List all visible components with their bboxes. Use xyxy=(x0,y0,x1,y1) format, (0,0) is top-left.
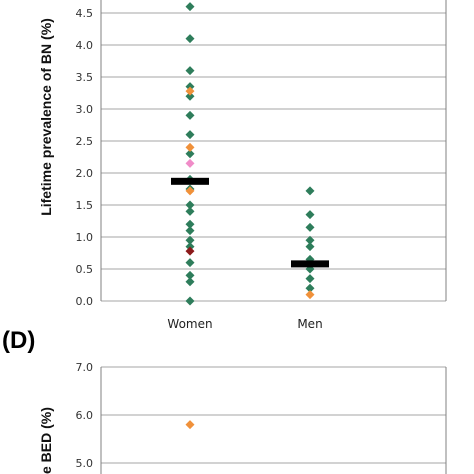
data-point xyxy=(185,34,195,44)
y-tick-label: 1.5 xyxy=(76,199,94,212)
data-point xyxy=(185,149,195,159)
y-tick-label: 4.0 xyxy=(76,39,94,52)
data-point xyxy=(185,158,195,168)
y-tick-labels-bed: 5.0 6.0 7.0 xyxy=(76,361,94,470)
panel-label-d: (D) xyxy=(2,327,35,354)
y-tick-label: 0.0 xyxy=(76,295,94,308)
y-axis-label-bed: e BED (%) xyxy=(38,407,54,474)
data-point xyxy=(305,242,315,252)
median-markers xyxy=(171,177,329,268)
y-tick-label: 4.5 xyxy=(76,7,94,20)
y-tick-labels-bn: 0.0 0.5 1.0 1.5 2.0 2.5 3.0 3.5 4.0 4.5 xyxy=(76,7,94,308)
data-point xyxy=(185,277,195,287)
data-point xyxy=(185,86,195,96)
data-point xyxy=(185,226,195,236)
data-point xyxy=(185,91,195,101)
data-point xyxy=(305,283,315,293)
data-point xyxy=(185,296,195,306)
data-point xyxy=(185,110,195,120)
data-point xyxy=(185,258,195,268)
data-point xyxy=(305,290,315,300)
data-point xyxy=(305,186,315,196)
y-tick-label: 3.0 xyxy=(76,103,94,116)
data-point xyxy=(305,235,315,245)
data-point xyxy=(185,200,195,210)
data-point xyxy=(185,206,195,216)
data-point xyxy=(185,219,195,229)
median-bar xyxy=(171,177,209,185)
y-tick-label: 5.0 xyxy=(76,457,94,470)
data-point xyxy=(305,274,315,284)
y-tick-label: 0.5 xyxy=(76,263,94,276)
data-point xyxy=(185,270,195,280)
median-bar xyxy=(291,260,329,268)
y-axis-label-bn: Lifetime prevalence of BN (%) xyxy=(38,18,54,216)
chart-bed-prevalence: e BED (%) 5.0 6.0 7.0 xyxy=(38,361,447,474)
data-point xyxy=(185,420,195,430)
data-point xyxy=(185,235,195,245)
y-tick-label: 1.0 xyxy=(76,231,94,244)
data-point xyxy=(185,2,195,12)
gridlines-bn xyxy=(100,0,447,302)
x-category-labels: Women Men xyxy=(167,317,322,331)
y-tick-label: 6.0 xyxy=(76,409,94,422)
data-point xyxy=(185,246,195,256)
gridlines-bed xyxy=(100,366,447,474)
data-point xyxy=(185,142,195,152)
x-category-label: Women xyxy=(167,317,212,331)
y-tick-label: 3.5 xyxy=(76,71,94,84)
chart-bn-prevalence: Lifetime prevalence of BN (%) 0.0 0.5 1.0 1… xyxy=(38,0,447,331)
x-category-label: Men xyxy=(297,317,322,331)
y-tick-label: 2.5 xyxy=(76,135,94,148)
data-point xyxy=(185,186,195,196)
y-tick-label: 2.0 xyxy=(76,167,94,180)
data-point xyxy=(185,130,195,140)
y-tick-label: 7.0 xyxy=(76,361,94,374)
data-points-bn xyxy=(185,2,315,306)
data-points-bed xyxy=(185,420,195,430)
data-point xyxy=(305,210,315,220)
data-point xyxy=(185,66,195,76)
data-point xyxy=(305,222,315,232)
